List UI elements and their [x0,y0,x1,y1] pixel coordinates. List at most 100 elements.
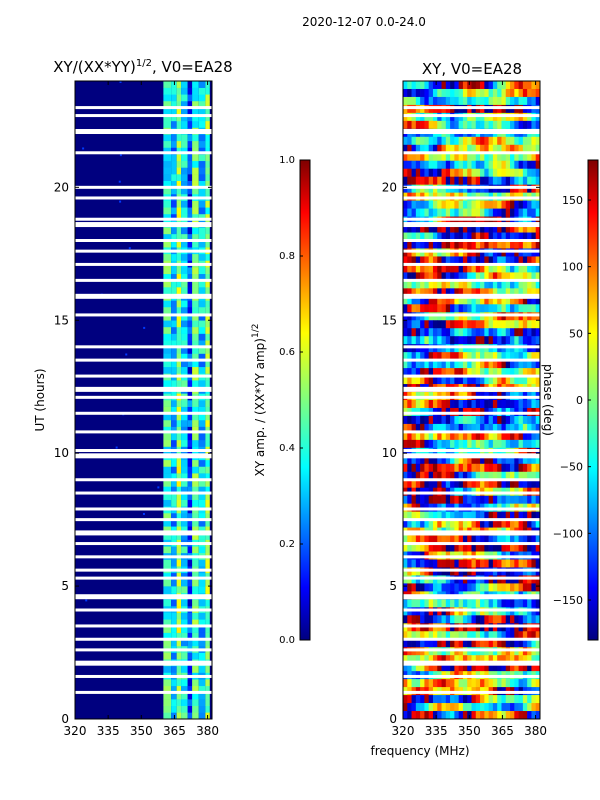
phase-cell [462,511,468,520]
amplitude-cell [187,154,193,162]
phase-cell [441,88,447,98]
phase-cell [450,280,455,289]
amplitude-cell [192,287,199,294]
phase-cell [471,463,477,473]
phase-cell [437,439,442,449]
phase-cell [424,328,429,337]
phase-cell [497,655,502,664]
phase-cell [450,288,455,297]
phase-cell [480,272,485,281]
phase-cell [497,296,502,305]
amplitude-cell [176,200,182,208]
phase-cell [450,559,455,568]
amplitude-cell [192,267,199,275]
phase-cell [462,352,468,361]
phase-flag-row [403,690,540,694]
amplitude-flag-row [75,249,212,253]
amplitude-cell [198,87,206,95]
phase-cell [527,376,532,385]
phase-cell [437,120,442,130]
phase-cell [432,304,438,313]
amplitude-cell [176,426,182,434]
amplitude-cell [198,586,206,594]
phase-cell [497,224,502,233]
phase-cell [437,280,442,289]
phase-cell [420,368,425,377]
phase-cell [441,455,447,465]
amplitude-cell [171,326,177,334]
phase-cell [484,535,489,544]
amplitude-panel-title: XY/(XX*YY)1/2, V0=EA28 [53,58,232,76]
phase-cell [407,511,412,520]
phase-cell [527,320,532,329]
amplitude-cell [187,333,193,341]
phase-cell [424,304,429,313]
amplitude-cell [187,120,193,128]
phase-cell [488,240,494,249]
phase-cell [497,176,502,185]
amplitude-cell [163,346,172,354]
amplitude-cell [192,233,199,241]
phase-cell [467,583,472,592]
phase-cell [527,511,532,520]
phase-cell [432,423,438,433]
amplitude-cell [171,632,177,640]
amplitude-cell [163,619,172,627]
amplitude-cell [171,346,177,354]
amplitude-cell [171,479,177,487]
phase-cell [450,615,455,624]
amplitude-cell [205,366,210,374]
phase-cell [488,88,494,98]
amplitude-cell [198,154,206,162]
phase-cell [535,208,541,217]
amplitude-cell [176,114,182,122]
phase-cell [403,615,408,624]
phase-cell [518,439,524,449]
phase-cell [441,463,447,473]
phase-cell [484,88,489,98]
phase-cell [492,96,498,106]
amplitude-cell [198,559,206,567]
phase-cell [445,328,451,337]
amplitude-cell [198,167,206,175]
phase-cell [432,208,438,217]
phase-cell [531,256,537,265]
amplitude-cell [181,147,188,155]
phase-cell [480,144,485,154]
amplitude-cell [187,200,193,208]
phase-colorbar-tick-label: 50 [569,327,583,340]
amplitude-cell [205,526,210,534]
amplitude-cell [198,207,206,215]
phase-cell [484,232,489,241]
phase-cell [535,240,541,249]
phase-cell [527,711,532,720]
phase-cell [518,423,524,433]
phase-cell [450,639,455,648]
phase-cell [407,368,412,377]
amplitude-cell [176,532,182,540]
amplitude-cell [181,439,188,447]
phase-cell [501,543,507,552]
amplitude-cell [187,433,193,441]
phase-cell [403,439,408,449]
phase-cell [432,232,438,241]
phase-cell [492,352,498,361]
phase-cell [415,320,421,329]
phase-cell [432,599,438,608]
phase-cell [437,463,442,473]
phase-cell [411,232,417,241]
amplitude-cell [205,280,210,288]
phase-cell [527,152,532,162]
phase-cell [441,304,447,313]
amplitude-cell [198,94,206,102]
phase-flag-row [403,358,540,362]
phase-cell [505,599,511,608]
phase-cell [411,224,417,233]
phase-cell [471,152,477,162]
phase-cell [445,256,451,265]
amplitude-cell [163,426,172,434]
phase-cell [454,240,459,249]
amplitude-cell [192,207,199,215]
phase-cell [488,272,494,281]
phase-cell [484,655,489,664]
